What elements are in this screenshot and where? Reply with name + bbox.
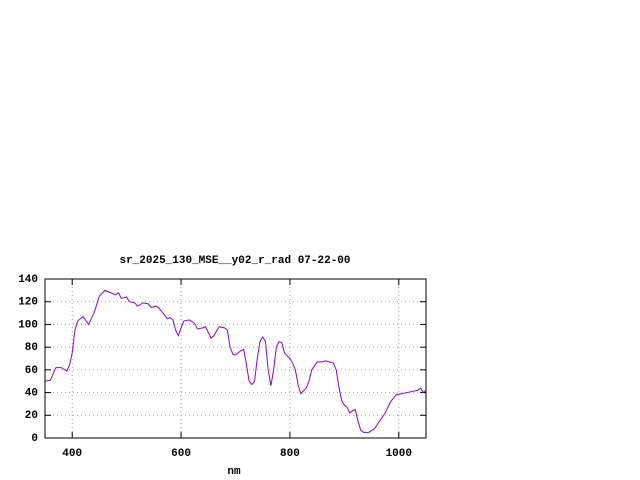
y-tick-label: 140	[18, 274, 38, 286]
y-tick-label: 40	[25, 387, 38, 399]
data-line	[44, 289, 427, 433]
x-tick-label: 400	[62, 448, 82, 460]
x-tick-label: 600	[171, 448, 191, 460]
y-tick-label: 60	[25, 365, 38, 377]
x-tick-label: 800	[280, 448, 300, 460]
plot-border	[44, 278, 427, 439]
chart-title: sr_2025_130_MSE__y02_r_rad 07-22-00	[119, 255, 350, 267]
x-tick-label: 1000	[386, 448, 412, 460]
y-tick-label: 120	[18, 297, 38, 309]
y-tick-label: 20	[25, 410, 38, 422]
x-axis-label: nm	[227, 466, 241, 478]
y-tick-label: 0	[31, 433, 38, 445]
y-tick-label: 100	[18, 319, 38, 331]
y-tick-label: 80	[25, 342, 38, 354]
